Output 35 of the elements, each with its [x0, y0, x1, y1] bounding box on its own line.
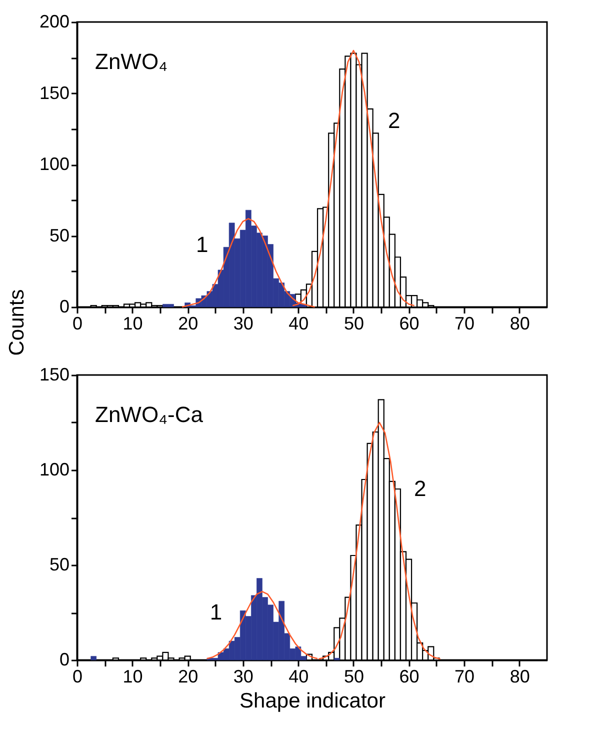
x-tick-label: 50 — [344, 314, 364, 334]
x-tick-label: 0 — [72, 666, 83, 686]
x-tick-label: 80 — [510, 666, 530, 686]
x-tick-label: 60 — [399, 666, 420, 686]
y-axis-title: Counts — [5, 289, 28, 356]
y-tick-label: 100 — [39, 154, 70, 174]
x-tick-label: 70 — [454, 314, 475, 334]
annotation: 2 — [388, 108, 400, 134]
x-tick-label: 50 — [344, 666, 364, 686]
x-tick-label: 80 — [510, 314, 530, 334]
x-tick-label: 10 — [122, 314, 143, 334]
annotation: 2 — [414, 476, 426, 501]
annotation: ZnWO₄-Ca — [95, 402, 204, 427]
x-tick-label: 40 — [288, 314, 309, 334]
x-tick-label: 30 — [233, 314, 254, 334]
x-tick-label: 60 — [399, 314, 420, 334]
x-axis-title: Shape indicator — [240, 690, 386, 712]
x-tick-label: 20 — [178, 666, 198, 686]
annotation: 1 — [196, 232, 208, 258]
y-tick-label: 0 — [59, 650, 70, 670]
y-tick-label: 0 — [59, 296, 70, 316]
x-tick-label: 70 — [454, 666, 475, 686]
x-tick-label: 20 — [178, 314, 198, 334]
y-tick-label: 150 — [39, 364, 70, 384]
y-tick-label: 150 — [39, 82, 70, 103]
y-tick-label: 100 — [39, 460, 70, 480]
x-tick-label: 0 — [72, 314, 83, 334]
y-tick-label: 50 — [49, 225, 70, 246]
annotation: 1 — [210, 599, 222, 624]
y-tick-label: 200 — [39, 12, 70, 32]
y-tick-label: 50 — [49, 554, 70, 574]
x-tick-label: 40 — [288, 666, 309, 686]
x-tick-label: 10 — [122, 666, 143, 686]
annotation: ZnWO₄ — [95, 49, 168, 74]
x-tick-label: 30 — [233, 666, 254, 686]
